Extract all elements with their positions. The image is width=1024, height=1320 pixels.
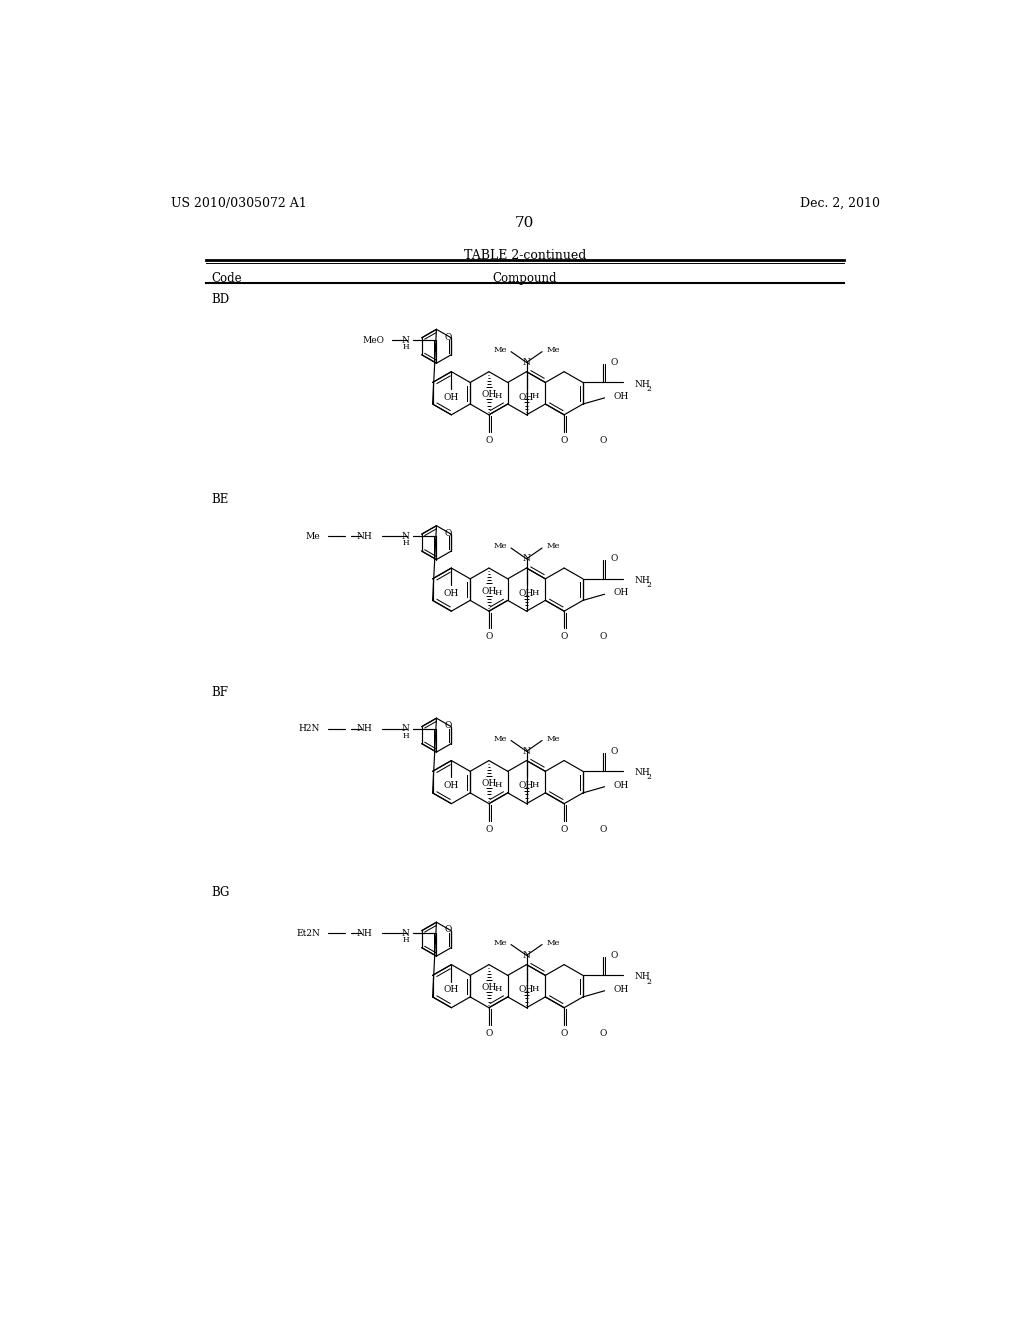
Text: O: O xyxy=(485,1028,493,1038)
Text: OH: OH xyxy=(481,586,497,595)
Text: O: O xyxy=(599,1028,607,1038)
Text: H: H xyxy=(402,540,410,548)
Text: O: O xyxy=(599,436,607,445)
Text: O: O xyxy=(560,825,568,833)
Text: BF: BF xyxy=(212,686,228,698)
Text: NH: NH xyxy=(634,768,650,777)
Text: H: H xyxy=(495,589,502,597)
Text: Me: Me xyxy=(494,735,507,743)
Text: NH: NH xyxy=(634,576,650,585)
Text: O: O xyxy=(611,358,618,367)
Text: O: O xyxy=(599,825,607,833)
Text: BD: BD xyxy=(212,293,229,306)
Text: OH: OH xyxy=(481,779,497,788)
Text: OH: OH xyxy=(614,392,629,401)
Text: Dec. 2, 2010: Dec. 2, 2010 xyxy=(800,197,880,210)
Text: OH: OH xyxy=(614,589,629,597)
Text: O: O xyxy=(485,436,493,445)
Text: O: O xyxy=(444,722,452,730)
Text: H: H xyxy=(531,392,540,400)
Text: O: O xyxy=(485,632,493,642)
Text: N: N xyxy=(401,532,410,541)
Text: NH: NH xyxy=(356,725,372,734)
Text: N: N xyxy=(401,928,410,937)
Text: N: N xyxy=(522,358,530,367)
Text: H: H xyxy=(402,343,410,351)
Text: H: H xyxy=(495,781,502,789)
Text: Me: Me xyxy=(494,543,507,550)
Text: H: H xyxy=(402,731,410,741)
Text: OH: OH xyxy=(481,983,497,993)
Text: OH: OH xyxy=(614,780,629,789)
Text: OH: OH xyxy=(614,985,629,994)
Text: H: H xyxy=(402,936,410,944)
Text: O: O xyxy=(485,825,493,833)
Text: O: O xyxy=(444,925,452,935)
Text: 2: 2 xyxy=(646,978,651,986)
Text: 2: 2 xyxy=(646,581,651,589)
Text: OH: OH xyxy=(519,781,535,791)
Text: OH: OH xyxy=(481,391,497,399)
Text: O: O xyxy=(444,529,452,537)
Text: MeO: MeO xyxy=(362,335,385,345)
Text: Me: Me xyxy=(546,346,560,354)
Text: 2: 2 xyxy=(646,774,651,781)
Text: Me: Me xyxy=(494,346,507,354)
Text: H: H xyxy=(531,589,540,597)
Text: 2: 2 xyxy=(646,384,651,392)
Text: 70: 70 xyxy=(515,216,535,230)
Text: Me: Me xyxy=(546,735,560,743)
Text: N: N xyxy=(522,950,530,960)
Text: BE: BE xyxy=(212,494,229,507)
Text: Code: Code xyxy=(212,272,243,285)
Text: OH: OH xyxy=(519,392,535,401)
Text: H: H xyxy=(531,781,540,789)
Text: O: O xyxy=(560,632,568,642)
Text: OH: OH xyxy=(443,986,459,994)
Text: OH: OH xyxy=(519,986,535,994)
Text: H: H xyxy=(531,985,540,993)
Text: NH: NH xyxy=(634,973,650,981)
Text: N: N xyxy=(401,725,410,734)
Text: O: O xyxy=(560,436,568,445)
Text: N: N xyxy=(401,335,410,345)
Text: H: H xyxy=(495,985,502,993)
Text: NH: NH xyxy=(634,380,650,388)
Text: N: N xyxy=(522,554,530,564)
Text: Me: Me xyxy=(305,532,321,541)
Text: O: O xyxy=(560,1028,568,1038)
Text: Et2N: Et2N xyxy=(296,928,321,937)
Text: Me: Me xyxy=(494,939,507,946)
Text: OH: OH xyxy=(443,781,459,791)
Text: NH: NH xyxy=(356,928,372,937)
Text: US 2010/0305072 A1: US 2010/0305072 A1 xyxy=(171,197,306,210)
Text: O: O xyxy=(611,554,618,564)
Text: OH: OH xyxy=(519,589,535,598)
Text: Me: Me xyxy=(546,939,560,946)
Text: O: O xyxy=(611,950,618,960)
Text: BG: BG xyxy=(212,886,230,899)
Text: O: O xyxy=(599,632,607,642)
Text: Me: Me xyxy=(546,543,560,550)
Text: TABLE 2-continued: TABLE 2-continued xyxy=(464,249,586,263)
Text: NH: NH xyxy=(356,532,372,541)
Text: O: O xyxy=(444,333,452,342)
Text: OH: OH xyxy=(443,392,459,401)
Text: O: O xyxy=(611,747,618,756)
Text: N: N xyxy=(522,747,530,756)
Text: H2N: H2N xyxy=(299,725,321,734)
Text: Compound: Compound xyxy=(493,272,557,285)
Text: H: H xyxy=(495,392,502,400)
Text: OH: OH xyxy=(443,589,459,598)
